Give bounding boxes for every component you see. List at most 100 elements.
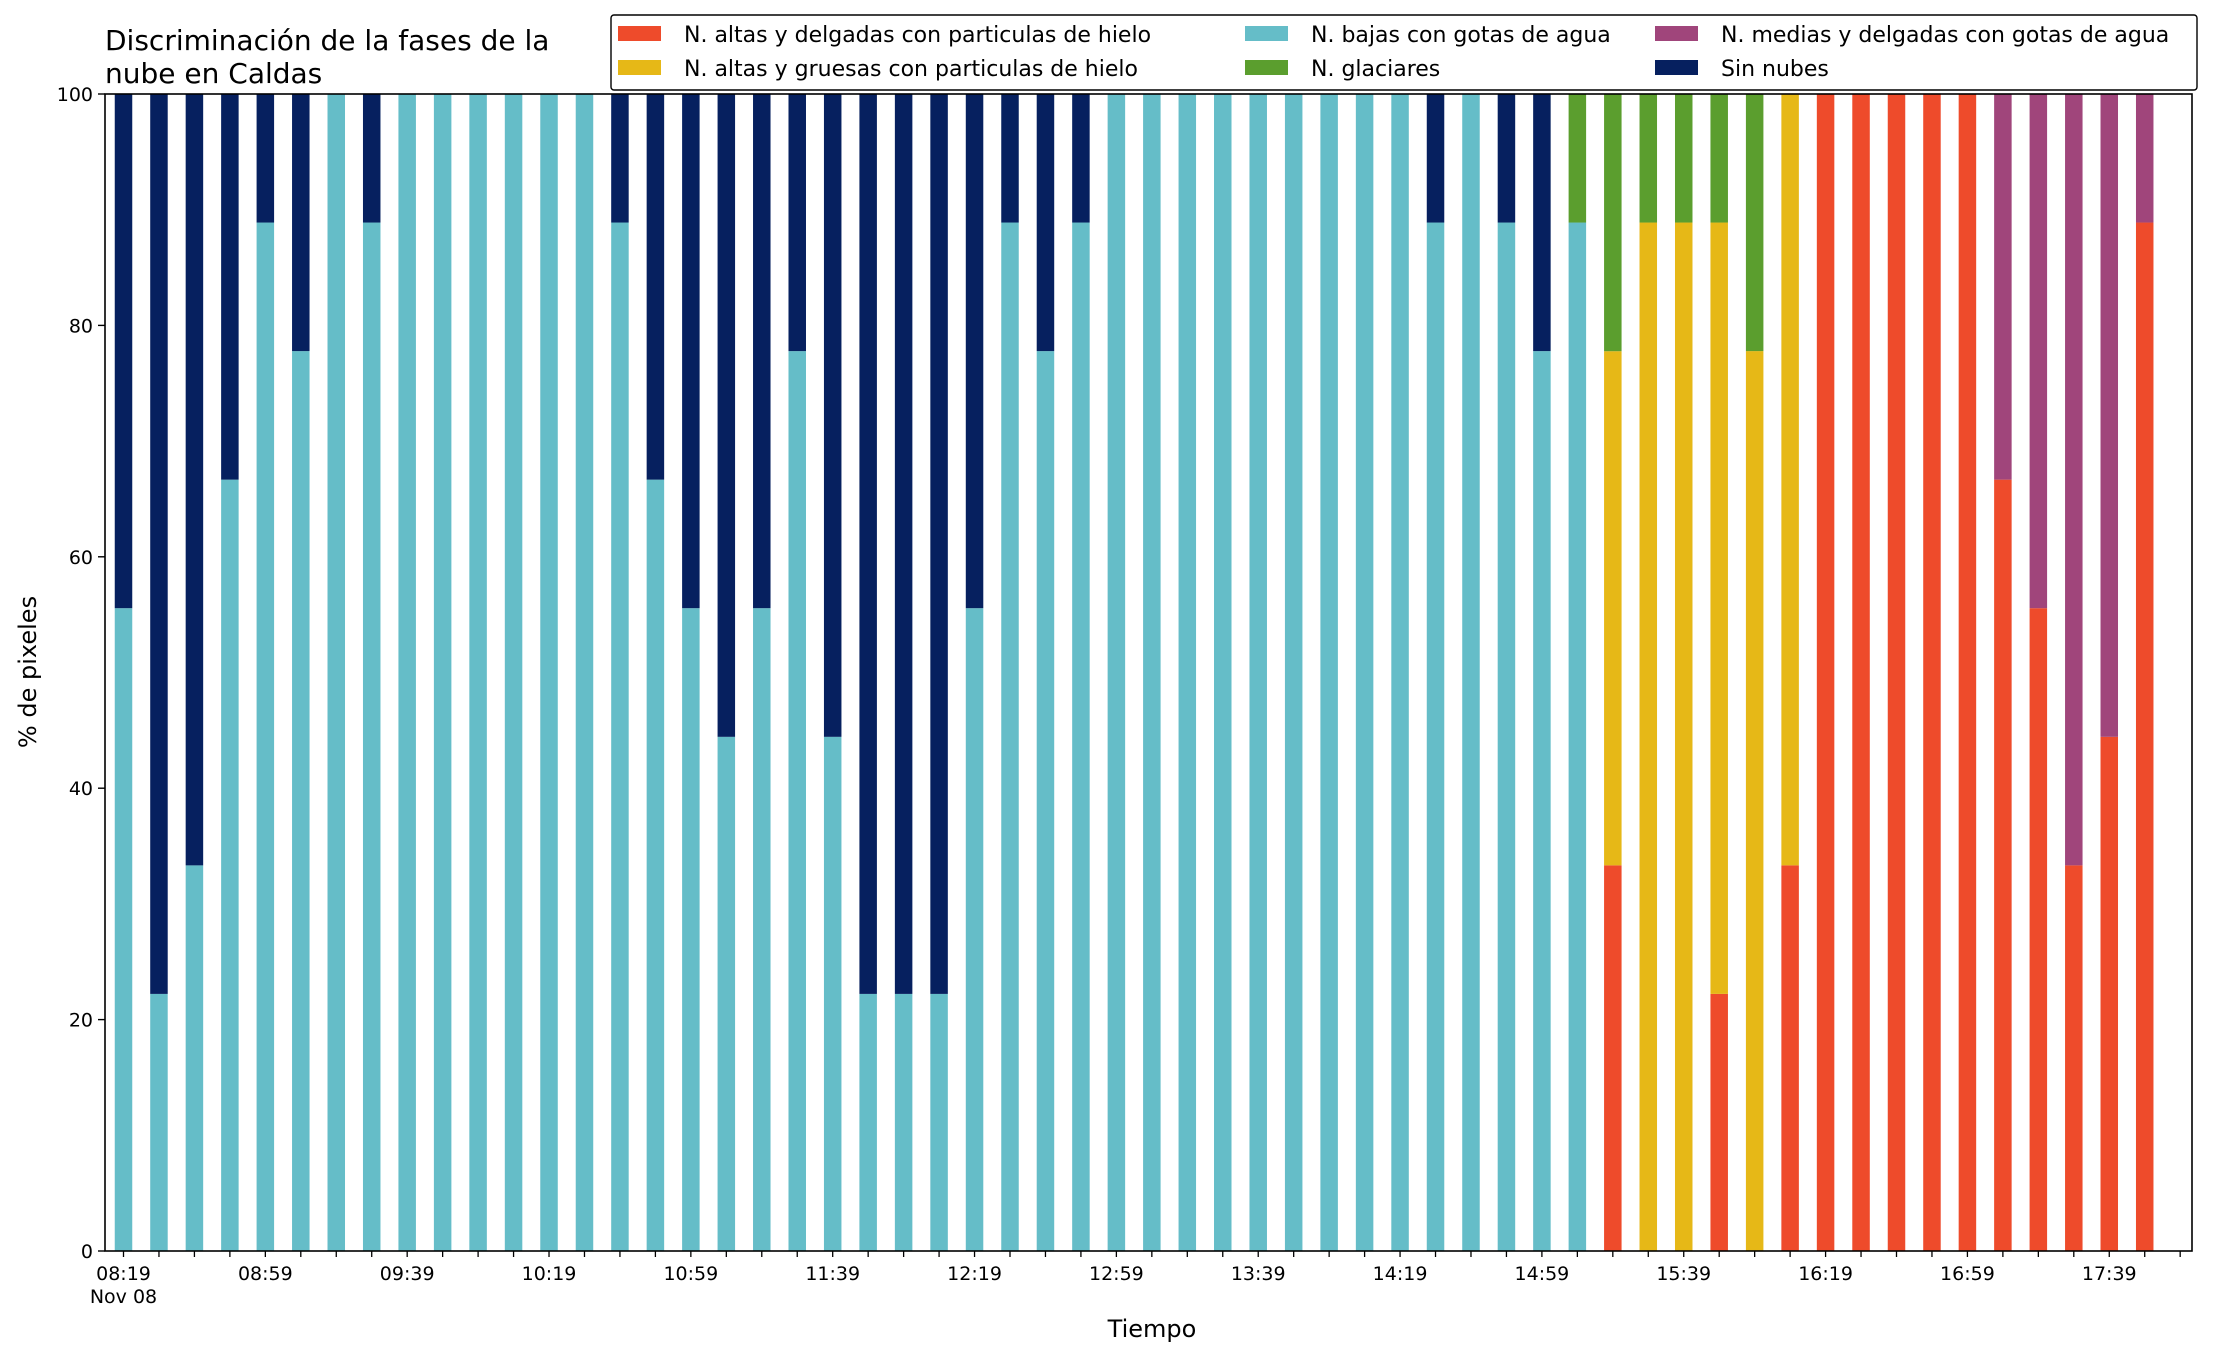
bar-segment (1604, 865, 1622, 1251)
x-tick-label: 17:39 (2082, 1263, 2137, 1285)
bar-segment (2029, 94, 2048, 609)
bar-segment (1781, 94, 1799, 866)
legend-entry-label: N. medias y delgadas con gotas de agua (1721, 23, 2169, 48)
chart-title-line-1: Discriminación de la fases de la (105, 24, 549, 57)
x-tick-label: 08:19 (96, 1263, 151, 1285)
bar-segment (965, 94, 984, 609)
bar-segment (859, 94, 877, 994)
x-tick-label: 16:59 (1940, 1263, 1995, 1285)
bar-segment (753, 608, 771, 1251)
bar-segment (185, 94, 204, 866)
legend-swatch (1245, 60, 1288, 75)
bar-segment (114, 94, 133, 609)
bar-segment (1107, 94, 1126, 1251)
bar-segment (469, 94, 487, 1251)
bar-segment (1604, 351, 1622, 866)
bar-segment (1533, 351, 1551, 1252)
chart-title: Discriminación de la fases de la nube en… (105, 24, 549, 90)
bar-segment (1674, 94, 1693, 223)
bar-segment (2065, 865, 2083, 1251)
bar-segment (894, 993, 913, 1251)
legend-swatch (1655, 60, 1698, 75)
bar-segment (1249, 94, 1267, 1251)
x-tick-label: 09:39 (380, 1263, 435, 1285)
bar-segment (1462, 94, 1480, 1251)
bar-segment (1674, 222, 1693, 1251)
bar-segment (292, 351, 310, 1252)
bar-segment (1568, 222, 1587, 1251)
bar-segment (256, 94, 275, 223)
bar-segment (2100, 736, 2119, 1251)
bar-segment (682, 94, 700, 609)
x-axis-label: Tiempo (1107, 1315, 1197, 1343)
bar-segment (292, 94, 310, 352)
bar-segment (1072, 94, 1090, 223)
bar-segment (398, 94, 416, 1251)
bar-segment (1710, 993, 1728, 1251)
bar-segment (575, 94, 594, 1251)
bar-segment (1745, 351, 1764, 1252)
legend-swatch (1245, 26, 1288, 41)
bar-segment (1639, 222, 1658, 1251)
bar-segment (1852, 94, 1870, 1251)
bar-segment (1001, 222, 1019, 1251)
bar-segment (1568, 94, 1587, 223)
legend-swatch (618, 26, 661, 41)
bar-segment (2100, 94, 2119, 737)
bar-segment (717, 736, 736, 1251)
bar-segment (611, 94, 629, 223)
bar-segment (1604, 94, 1622, 352)
bar-segment (221, 479, 239, 1251)
bar-segment (1426, 222, 1445, 1251)
x-tick-label: 16:19 (1798, 1263, 1853, 1285)
bar-segment (1710, 94, 1728, 223)
legend-box (610, 14, 2198, 91)
y-tick-label: 40 (69, 778, 93, 800)
bar-segment (504, 94, 523, 1251)
bar-segment (2135, 222, 2154, 1251)
bar-segment (682, 608, 700, 1251)
bar-segment (1426, 94, 1445, 223)
bar-segment (1036, 351, 1055, 1252)
legend: N. altas y delgadas con particulas de hi… (610, 14, 2198, 91)
x-tick-label: 10:19 (522, 1263, 577, 1285)
bar-segment (611, 222, 629, 1251)
bar-segment (1745, 94, 1764, 352)
bar-segment (150, 94, 168, 994)
y-axis-label: % de pixeles (14, 596, 42, 748)
chart-title-line-2: nube en Caldas (105, 57, 322, 90)
plot-frame (104, 93, 2193, 1252)
bar-segment (1355, 94, 1374, 1251)
bar-segment (2029, 608, 2048, 1251)
legend-entry-label: Sin nubes (1721, 57, 1829, 82)
bar-segment (2065, 94, 2083, 866)
bar-segment (717, 94, 736, 737)
bar-segment (1284, 94, 1303, 1251)
y-tick-label: 100 (57, 84, 93, 106)
y-tick-label: 80 (69, 315, 93, 337)
bar-segment (859, 993, 877, 1251)
bar-segment (114, 608, 133, 1251)
bar-segment (150, 993, 168, 1251)
x-tick-label: 10:59 (663, 1263, 718, 1285)
x-date-label: Nov 08 (90, 1286, 157, 1308)
x-tick-label: 14:59 (1515, 1263, 1570, 1285)
bar-segment (646, 479, 665, 1251)
bar-segment (221, 94, 239, 480)
bar-segment (1958, 94, 1977, 1251)
legend-entry-label: N. bajas con gotas de agua (1311, 23, 1611, 48)
bar-segment (1923, 94, 1941, 1251)
bar-segment (788, 351, 806, 1252)
bar-segment (930, 993, 948, 1251)
bar-segment (1214, 94, 1232, 1251)
bar-segment (362, 222, 381, 1251)
bar-segment (2135, 94, 2154, 223)
legend-entry-label: N. altas y gruesas con particulas de hie… (684, 57, 1138, 82)
y-axis: 0 20 40 60 80 100 (57, 84, 105, 1263)
bar-segment (185, 865, 204, 1251)
bar-layer (114, 94, 2154, 1252)
bar-segment (1497, 94, 1516, 223)
x-tick-label: 11:39 (805, 1263, 860, 1285)
bar-segment (1887, 94, 1906, 1251)
legend-swatch (618, 60, 661, 75)
